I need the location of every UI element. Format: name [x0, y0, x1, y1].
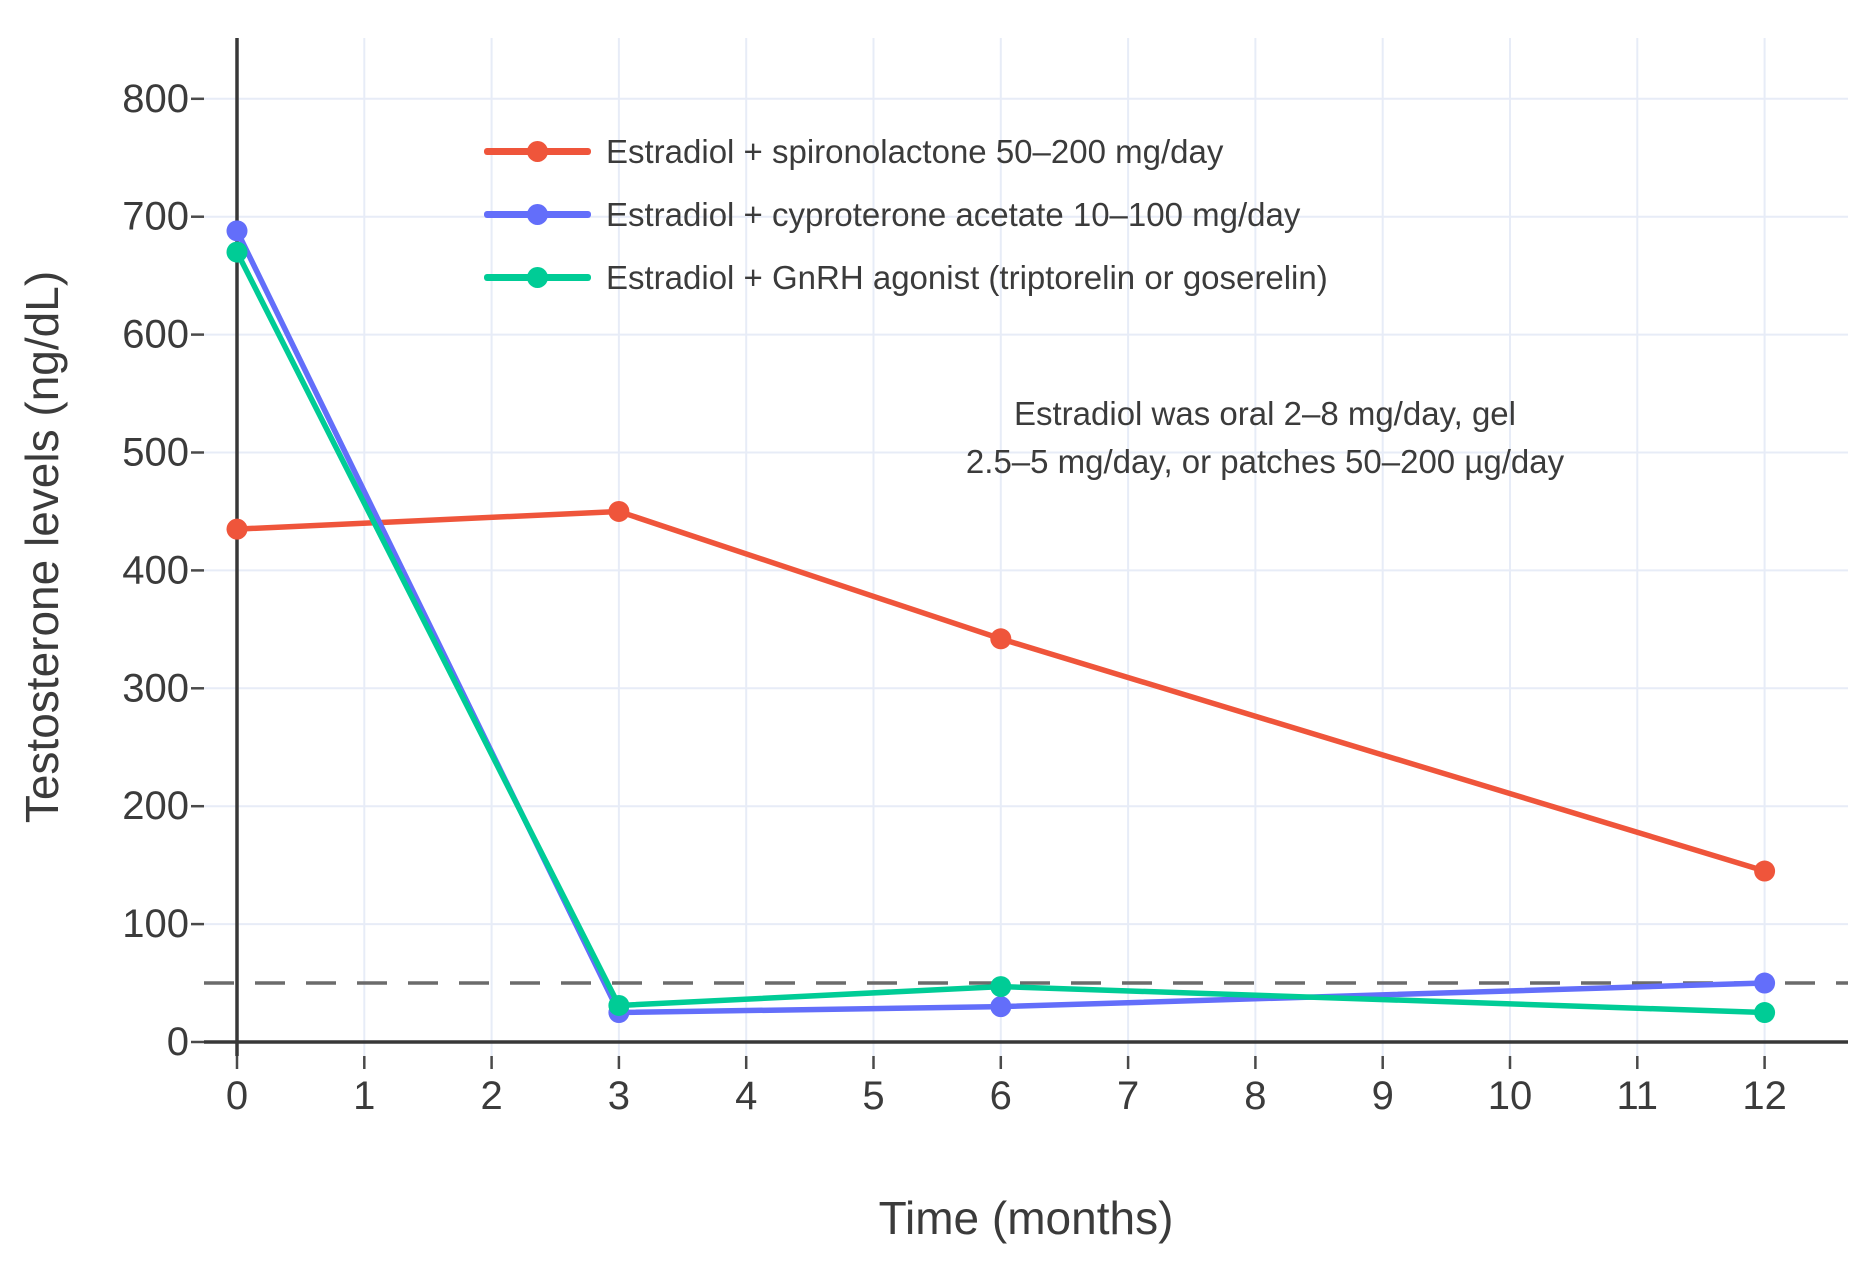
series-line-0: [234, 508, 1768, 874]
y-tick-label: 800: [122, 77, 189, 121]
x-tick-label: 0: [226, 1074, 248, 1118]
y-axis-title: Testosterone levels (ng/dL): [16, 270, 68, 824]
x-tick-label: 4: [735, 1074, 757, 1118]
y-tick-label: 0: [167, 1020, 189, 1064]
series-line-2: [234, 249, 1768, 1016]
legend-label: Estradiol + cyproterone acetate 10–100 m…: [606, 195, 1301, 233]
y-tick-label: 500: [122, 431, 189, 475]
legend-item-gnrh-agonist: Estradiol + GnRH agonist (triptorelin or…: [484, 246, 1328, 309]
data-point: [226, 241, 248, 263]
annotation: Estradiol was oral 2–8 mg/day, gel 2.5–5…: [966, 390, 1564, 486]
x-tick-label: 5: [862, 1074, 884, 1118]
x-tick-label: 11: [1617, 1074, 1659, 1118]
data-point: [226, 220, 248, 242]
x-tick-label: 7: [1117, 1074, 1139, 1118]
legend-label: Estradiol + spironolactone 50–200 mg/day: [606, 132, 1224, 170]
legend-line-marker: [484, 140, 591, 164]
x-tick-label: 3: [608, 1074, 630, 1118]
data-point: [226, 518, 248, 540]
data-point: [1754, 1002, 1776, 1024]
y-tick-label: 300: [122, 666, 189, 710]
data-point: [608, 500, 630, 522]
y-tick-label: 200: [122, 784, 189, 828]
y-tick-label: 400: [122, 548, 189, 592]
data-point: [608, 994, 630, 1016]
x-tick-label: 12: [1742, 1074, 1787, 1118]
data-point: [1754, 972, 1776, 994]
x-tick-label: 9: [1372, 1074, 1394, 1118]
annotation-line-1: Estradiol was oral 2–8 mg/day, gel: [1014, 395, 1516, 432]
annotation-line-2: 2.5–5 mg/day, or patches 50–200 µg/day: [965, 443, 1565, 480]
data-point: [990, 628, 1012, 650]
y-tick-label: 100: [122, 902, 189, 946]
y-tick-label: 600: [122, 313, 189, 357]
x-tick-label: 6: [990, 1074, 1012, 1118]
legend-item-cyproterone: Estradiol + cyproterone acetate 10–100 m…: [484, 183, 1328, 246]
data-point: [1754, 860, 1776, 882]
x-axis-title: Time (months): [878, 1192, 1174, 1244]
legend: Estradiol + spironolactone 50–200 mg/day…: [484, 120, 1328, 309]
x-tick-label: 8: [1244, 1074, 1266, 1118]
data-point: [990, 976, 1012, 998]
legend-item-spironolactone: Estradiol + spironolactone 50–200 mg/day: [484, 120, 1328, 183]
data-point: [990, 996, 1012, 1018]
x-tick-label: 1: [353, 1074, 375, 1118]
y-tick-label: 700: [122, 195, 189, 239]
x-tick-label: 2: [480, 1074, 502, 1118]
series-line-1: [234, 228, 1768, 1016]
x-tick-label: 10: [1488, 1074, 1533, 1118]
legend-line-marker: [484, 266, 591, 290]
legend-label: Estradiol + GnRH agonist (triptorelin or…: [606, 258, 1328, 296]
legend-line-marker: [484, 203, 591, 227]
